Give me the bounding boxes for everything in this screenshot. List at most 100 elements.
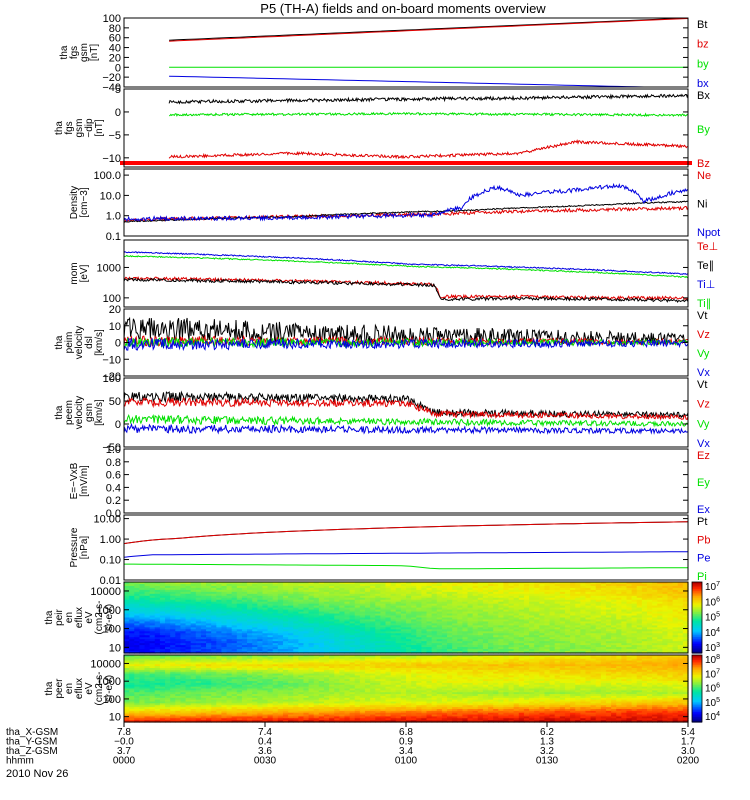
heatmap-cell — [257, 595, 264, 599]
heatmap-cell — [467, 582, 474, 585]
heatmap-cell — [457, 660, 463, 664]
heatmap-cell — [452, 649, 458, 652]
series-line-velocity_gsm-2 — [123, 414, 689, 428]
heatmap-cell — [488, 643, 494, 646]
heatmap-cell — [252, 583, 258, 587]
heatmap-cell — [616, 633, 622, 636]
heatmap-cell — [241, 641, 248, 644]
heatmap-cell — [682, 651, 689, 654]
heatmap-cell — [247, 656, 253, 660]
heatmap-cell — [646, 662, 653, 665]
heatmap-cell — [570, 613, 576, 617]
heatmap-cell — [180, 619, 187, 623]
heatmap-cell — [580, 641, 587, 644]
heatmap-cell — [457, 633, 463, 636]
heatmap-cell — [154, 635, 161, 638]
heatmap-cell — [467, 655, 474, 658]
heatmap-cell — [636, 656, 643, 660]
heatmap-cell — [200, 639, 207, 642]
heatmap-cell — [493, 631, 499, 634]
heatmap-cell — [508, 617, 515, 621]
heatmap-cell — [308, 619, 315, 623]
heatmap-cell — [667, 627, 674, 630]
heatmap-cell — [575, 587, 581, 591]
heatmap-cell — [159, 591, 166, 595]
y-axis-label-line: tha — [44, 610, 55, 624]
heatmap-cell — [303, 625, 310, 628]
heatmap-cell — [580, 623, 587, 626]
heatmap-cell — [364, 623, 371, 626]
heatmap-cell — [503, 585, 510, 589]
heatmap-cell — [554, 666, 561, 669]
heatmap-cell — [570, 599, 576, 603]
heatmap-cell — [616, 647, 622, 650]
heatmap-cell — [657, 601, 663, 605]
heatmap-cell — [236, 658, 243, 662]
heatmap-cell — [149, 651, 156, 654]
heatmap-cell — [211, 666, 217, 669]
heatmap-cell — [600, 656, 607, 660]
heatmap-cell — [575, 603, 581, 607]
heatmap-cell — [400, 651, 407, 654]
heatmap-cell — [539, 627, 546, 630]
heatmap-cell — [241, 643, 248, 646]
heatmap-cell — [518, 647, 525, 650]
heatmap-cell — [436, 639, 443, 642]
heatmap-cell — [580, 637, 587, 640]
heatmap-cell — [585, 597, 592, 601]
heatmap-cell — [190, 660, 197, 664]
heatmap-cell — [241, 666, 248, 669]
heatmap-cell — [636, 593, 643, 597]
heatmap-cell — [667, 623, 674, 626]
heatmap-cell — [231, 582, 238, 585]
heatmap-cell — [262, 627, 269, 630]
heatmap-cell — [282, 613, 289, 617]
heatmap-cell — [380, 613, 387, 617]
heatmap-cell — [154, 625, 161, 628]
heatmap-cell — [221, 631, 228, 634]
heatmap-cell — [677, 641, 684, 644]
heatmap-cell — [375, 583, 381, 587]
heatmap-cell — [252, 639, 258, 642]
heatmap-cell — [441, 635, 448, 638]
heatmap-cell — [406, 651, 412, 654]
heatmap-cell — [488, 637, 494, 640]
heatmap-cell — [621, 582, 628, 585]
heatmap-cell — [539, 623, 546, 626]
heatmap-cell — [534, 593, 540, 597]
heatmap-cell — [488, 609, 494, 613]
heatmap-cell — [329, 662, 335, 665]
heatmap-cell — [277, 662, 284, 665]
heatmap-cell — [503, 623, 510, 626]
heatmap-cell — [370, 609, 376, 613]
heatmap-cell — [667, 641, 674, 644]
heatmap-cell — [549, 639, 556, 642]
heatmap-cell — [139, 585, 146, 589]
y-tick-label: 10 — [109, 321, 121, 333]
heatmap-cell — [518, 641, 525, 644]
heatmap-cell — [149, 617, 156, 621]
heatmap-cell — [595, 603, 602, 607]
series-line-pressure-3 — [124, 563, 688, 570]
heatmap-cell — [534, 627, 540, 630]
heatmap-cell — [329, 621, 335, 625]
heatmap-cell — [364, 595, 371, 599]
heatmap-cell — [282, 585, 289, 589]
y-axis-label-pressure: Pressure [nPa] — [69, 527, 90, 567]
heatmap-cell — [211, 599, 217, 603]
heatmap-cell — [523, 637, 530, 640]
heatmap-cell — [277, 601, 284, 605]
heatmap-cell — [329, 645, 335, 648]
heatmap-cell — [354, 664, 361, 667]
heatmap-cell — [641, 651, 648, 654]
heatmap-cell — [195, 643, 202, 646]
heatmap-cell — [559, 591, 566, 595]
heatmap-cell — [436, 621, 443, 625]
heatmap-cell — [236, 645, 243, 648]
heatmap-cell — [493, 583, 499, 587]
heatmap-cell — [559, 649, 566, 652]
heatmap-cell — [529, 643, 535, 646]
heatmap-cell — [447, 627, 453, 630]
heatmap-cell — [529, 585, 535, 589]
heatmap-cell — [339, 662, 346, 665]
